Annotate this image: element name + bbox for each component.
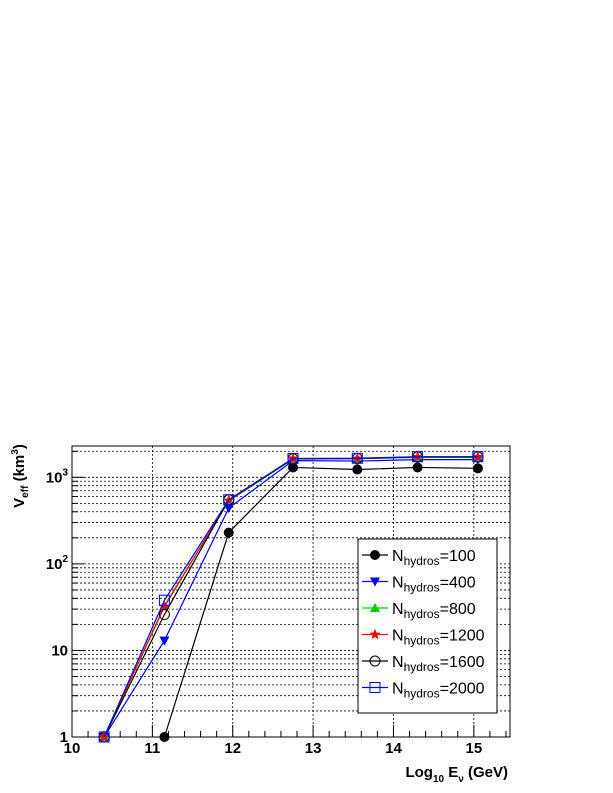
marker-point xyxy=(472,451,484,463)
legend-label: Nhydros=100 xyxy=(392,548,476,568)
marker-point xyxy=(352,464,363,475)
marker-point xyxy=(158,609,170,621)
marker-point xyxy=(223,504,234,514)
marker-point xyxy=(369,655,381,667)
y-tick-label: 103 xyxy=(46,467,69,486)
legend-entry: Nhydros=400 xyxy=(362,575,476,595)
legend-entry: Nhydros=800 xyxy=(362,601,476,621)
series-line xyxy=(103,456,478,738)
marker-point xyxy=(370,577,380,587)
marker-point xyxy=(223,527,234,538)
x-tick-label: 11 xyxy=(144,740,160,757)
marker-point xyxy=(288,462,299,473)
marker-point xyxy=(158,594,170,606)
marker-point xyxy=(159,732,170,742)
legend-entry: Nhydros=100 xyxy=(362,548,476,568)
x-tick-label: 15 xyxy=(465,740,482,757)
series-group xyxy=(98,451,484,743)
legend-label: Nhydros=400 xyxy=(392,575,476,595)
legend-entry: Nhydros=2000 xyxy=(362,681,485,701)
tick-marks xyxy=(71,450,507,738)
legend-entry: Nhydros=1600 xyxy=(362,654,485,674)
plot-area-border xyxy=(71,445,511,738)
plot-frame xyxy=(71,445,511,738)
x-tick-label: 14 xyxy=(385,740,402,757)
marker-point xyxy=(223,494,235,506)
x-tick-label: 13 xyxy=(305,740,322,757)
legend: Nhydros=100 Nhydros=400 Nhydros=800 Nhydros… xyxy=(357,538,498,714)
marker-point xyxy=(158,600,170,612)
legend-label: Nhydros=1600 xyxy=(392,654,485,674)
series-100 xyxy=(159,462,483,742)
marker-point xyxy=(159,636,170,646)
x-axis-title: Log10 Eν (GeV) xyxy=(405,764,508,785)
marker-point xyxy=(287,452,299,464)
legend-label: Nhydros=2000 xyxy=(392,681,485,701)
x-tick-label: 12 xyxy=(224,740,241,757)
y-axis-title: Veff (km3) xyxy=(10,444,31,508)
marker-point xyxy=(98,731,110,743)
marker-point xyxy=(369,682,381,693)
marker-point xyxy=(351,452,363,464)
marker-point xyxy=(472,463,483,474)
x-tick-label: 10 xyxy=(64,740,81,757)
y-tick-label: 102 xyxy=(46,554,69,573)
legend-entry: Nhydros=1200 xyxy=(362,628,485,648)
legend-box xyxy=(357,538,498,714)
y-tick-label: 1 xyxy=(60,729,68,746)
legend-label: Nhydros=1200 xyxy=(392,628,485,648)
legend-label: Nhydros=800 xyxy=(392,601,476,621)
series-line xyxy=(163,466,478,738)
marker-point xyxy=(370,550,380,560)
marker-point xyxy=(412,451,424,463)
y-tick-label: 10 xyxy=(51,642,68,659)
marker-point xyxy=(370,603,380,612)
marker-point xyxy=(369,628,381,640)
marker-point xyxy=(412,462,423,473)
series-2000 xyxy=(98,451,484,743)
